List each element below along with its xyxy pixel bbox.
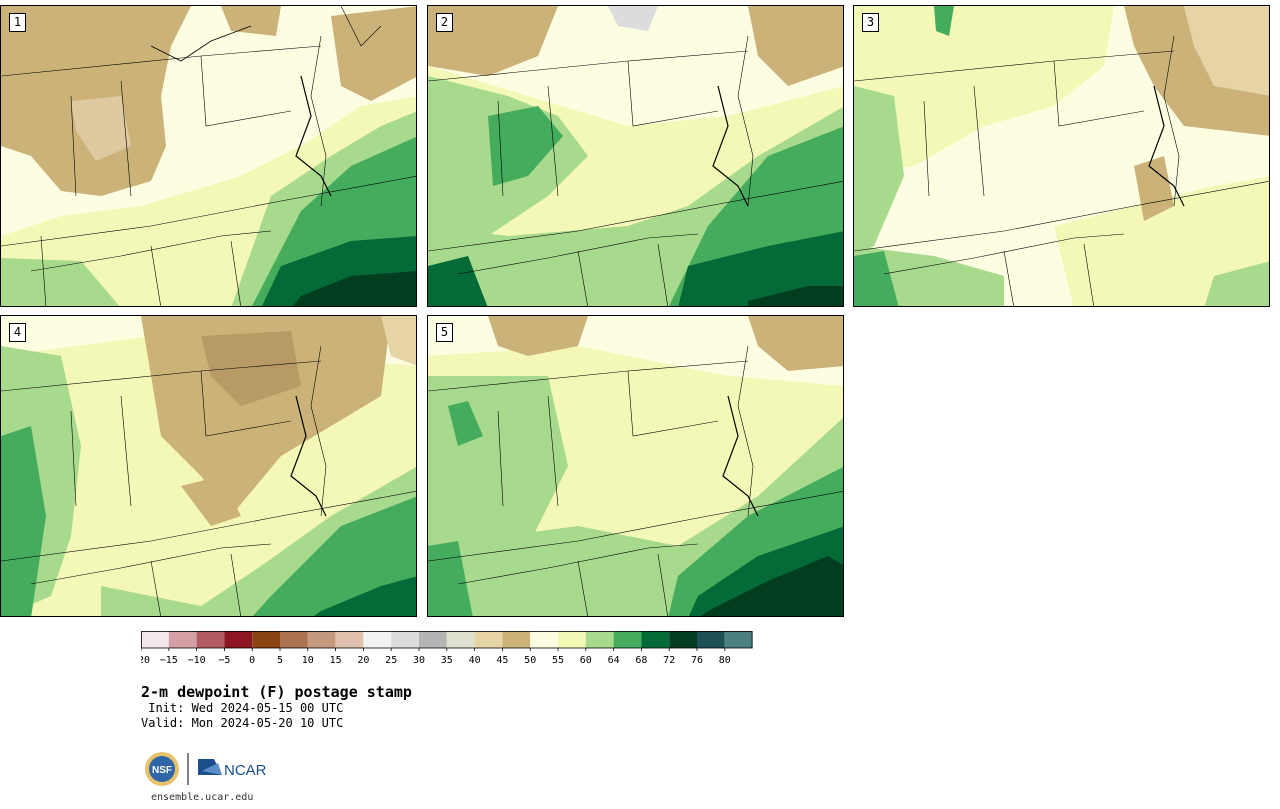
colorbar-bin — [669, 631, 697, 648]
colorbar-tick-label: 20 — [357, 655, 369, 666]
colorbar-bin — [474, 631, 503, 648]
colorbar-bin — [307, 631, 336, 648]
plot-title: 2-m dewpoint (F) postage stamp — [141, 683, 412, 701]
colorbar-bin — [363, 631, 392, 648]
colorbar-bin — [641, 631, 670, 648]
postage-stamp-panel-2: 2 — [427, 5, 844, 307]
colorbar-tick-label: 72 — [663, 655, 675, 666]
logos: NSF NCAR — [145, 752, 267, 786]
panel-number: 2 — [436, 13, 453, 32]
ncar-logo-icon: NCAR — [198, 759, 267, 779]
colorbar-tick-label: 35 — [441, 655, 453, 666]
valid-time: Valid: Mon 2024-05-20 10 UTC — [141, 716, 344, 730]
colorbar-tick-label: 76 — [691, 655, 703, 666]
colorbar-tick-label: 5 — [277, 655, 283, 666]
colorbar-tick-label: −20 — [141, 655, 150, 666]
site-url: ensemble.ucar.edu — [151, 792, 254, 803]
dewpoint-map-1 — [1, 6, 416, 306]
colorbar-tick-label: 15 — [330, 655, 342, 666]
colorbar-bin — [391, 631, 419, 648]
colorbar-bin — [196, 631, 225, 648]
panel-number: 5 — [436, 323, 453, 342]
panel-number: 1 — [9, 13, 26, 32]
colorbar-tick-label: 80 — [719, 655, 731, 666]
ncar-text: NCAR — [224, 762, 267, 779]
colorbar-bin — [724, 631, 753, 648]
dewpoint-map-5 — [428, 316, 843, 616]
colorbar-bin — [141, 631, 169, 648]
colorbar-bin — [613, 631, 642, 648]
colorbar-bin — [558, 631, 586, 648]
colorbar-tick-label: 30 — [413, 655, 425, 666]
colorbar-tick-label: −15 — [160, 655, 178, 666]
init-time: Init: Wed 2024-05-15 00 UTC — [141, 701, 344, 715]
panel-number: 3 — [862, 13, 879, 32]
colorbar-tick-label: −5 — [218, 655, 230, 666]
postage-stamp-panel-1: 1 — [0, 5, 417, 307]
colorbar-bin — [335, 631, 364, 648]
colorbar-bin — [168, 631, 197, 648]
dewpoint-map-3 — [854, 6, 1269, 306]
panel-number: 4 — [9, 323, 26, 342]
colorbar-bin — [224, 631, 253, 648]
colorbar-bin — [530, 631, 558, 648]
colorbar-bin — [697, 631, 725, 648]
colorbar-tick-label: 68 — [635, 655, 647, 666]
dewpoint-map-4 — [1, 316, 416, 616]
nsf-text: NSF — [152, 765, 172, 776]
colorbar-bin — [280, 631, 308, 648]
colorbar-tick-label: 25 — [385, 655, 397, 666]
colorbar-tick-label: 45 — [496, 655, 508, 666]
colorbar-bin — [585, 631, 614, 648]
postage-stamp-panel-3: 3 — [853, 5, 1270, 307]
dewpoint-map-2 — [428, 6, 843, 306]
colorbar-tick-label: −10 — [188, 655, 206, 666]
colorbar-bin — [502, 631, 531, 648]
colorbar-tick-label: 50 — [524, 655, 536, 666]
colorbar-bin — [419, 631, 447, 648]
colorbar-tick-label: 40 — [469, 655, 481, 666]
postage-stamp-panel-5: 5 — [427, 315, 844, 617]
nsf-logo-icon: NSF — [145, 752, 179, 786]
colorbar-tick-label: 0 — [249, 655, 255, 666]
colorbar-bin — [446, 631, 475, 648]
colorbar: −20 −15 −10 −5 0 5 10 15 20 25 30 35 40 45 50 55 60 64 68 7… — [141, 631, 753, 666]
colorbar-tick-label: 10 — [302, 655, 314, 666]
colorbar-bin — [252, 631, 280, 648]
colorbar-tick-label: 60 — [580, 655, 592, 666]
postage-stamp-panel-4: 4 — [0, 315, 417, 617]
colorbar-tick-label: 55 — [552, 655, 564, 666]
colorbar-tick-label: 64 — [608, 655, 620, 666]
